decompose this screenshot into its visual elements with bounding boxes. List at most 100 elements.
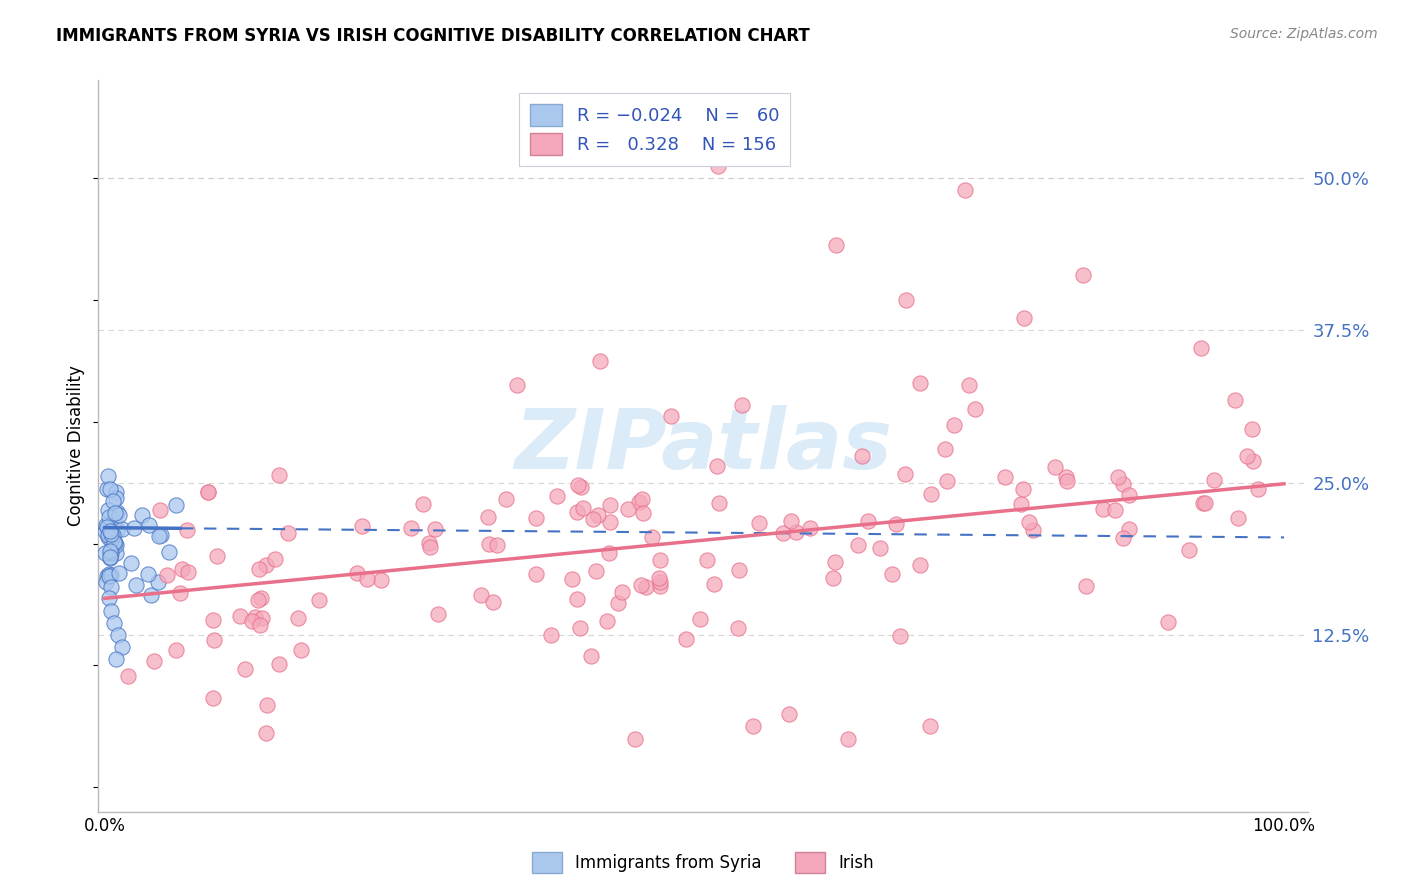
Point [706,458,728,473]
Point [896,293,918,307]
Point [640,530,662,544]
Point [908,558,931,572]
Point [589,353,612,368]
Point [197,485,219,500]
Point [1241,422,1264,436]
Point [122,521,145,535]
Point [254,726,277,740]
Point [572,500,595,515]
Point [703,576,725,591]
Point [585,564,607,578]
Point [579,648,602,663]
Point [624,731,647,746]
Point [308,592,330,607]
Point [607,596,630,610]
Point [97,510,120,524]
Point [156,568,179,582]
Point [779,514,801,528]
Point [1177,543,1199,558]
Point [1118,522,1140,536]
Point [920,719,942,733]
Point [706,159,728,173]
Point [908,376,931,390]
Point [627,495,650,509]
Point [201,613,224,627]
Point [851,449,873,463]
Point [1056,475,1078,489]
Point [267,657,290,671]
Point [233,662,256,676]
Point [423,522,446,536]
Point [125,578,148,592]
Point [149,502,172,516]
Point [582,512,605,526]
Point [269,467,291,482]
Point [138,518,160,533]
Point [1054,470,1077,484]
Point [586,508,609,522]
Point [254,558,277,573]
Point [98,549,121,564]
Point [1112,477,1135,491]
Point [256,698,278,712]
Point [169,585,191,599]
Point [561,573,583,587]
Point [599,515,621,529]
Point [942,418,965,433]
Point [599,498,621,512]
Point [524,566,547,581]
Point [610,585,633,599]
Point [569,480,592,494]
Point [352,519,374,533]
Point [104,535,127,549]
Point [411,497,433,511]
Point [648,571,671,585]
Point [249,618,271,632]
Point [569,621,592,635]
Point [889,629,911,643]
Point [524,511,547,525]
Point [567,477,589,491]
Point [1074,579,1097,593]
Point [97,469,120,483]
Point [101,494,124,508]
Point [96,482,118,496]
Point [107,628,129,642]
Point [778,707,800,722]
Point [277,525,299,540]
Point [108,508,131,523]
Point [98,522,121,536]
Point [98,482,121,496]
Point [157,545,180,559]
Point [399,521,422,535]
Legend: Immigrants from Syria, Irish: Immigrants from Syria, Irish [526,846,880,880]
Point [96,574,118,589]
Point [252,611,274,625]
Point [103,514,125,528]
Point [148,529,170,543]
Point [957,378,980,392]
Point [636,580,658,594]
Point [104,506,127,520]
Point [101,530,124,544]
Point [427,607,450,622]
Point [149,527,172,541]
Point [240,614,263,628]
Point [1157,615,1180,630]
Point [934,442,956,456]
Point [936,474,959,488]
Point [148,575,170,590]
Point [727,621,749,635]
Point [98,591,121,606]
Point [772,526,794,541]
Point [94,517,117,532]
Point [894,467,917,481]
Point [97,530,120,544]
Text: ZIPatlas: ZIPatlas [515,406,891,486]
Point [105,652,128,666]
Point [886,516,908,531]
Point [648,579,671,593]
Point [565,505,588,519]
Point [1091,501,1114,516]
Point [821,571,844,585]
